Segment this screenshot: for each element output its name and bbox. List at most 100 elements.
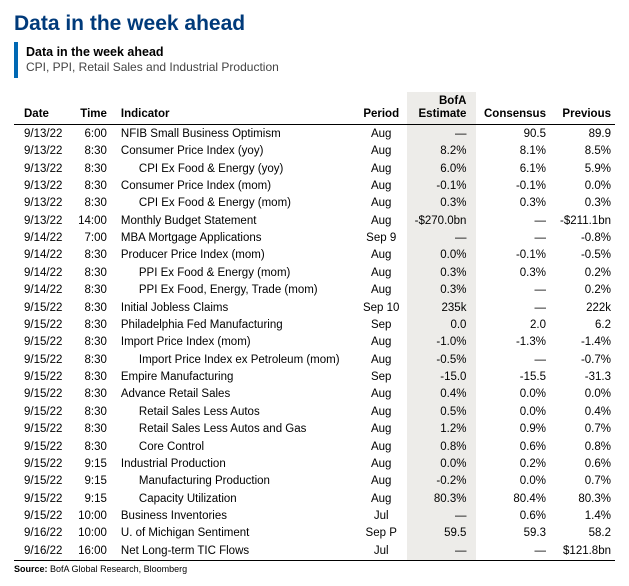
cell-time: 7:00 bbox=[69, 230, 111, 247]
cell-period: Aug bbox=[355, 212, 407, 229]
cell-period: Aug bbox=[355, 125, 407, 143]
table-row: 9/14/227:00MBA Mortgage ApplicationsSep … bbox=[14, 230, 615, 247]
cell-consensus: 0.0% bbox=[476, 403, 552, 420]
cell-indicator: Industrial Production bbox=[111, 455, 355, 472]
cell-estimate: 8.2% bbox=[407, 143, 476, 160]
table-row: 9/13/228:30Consumer Price Index (mom)Aug… bbox=[14, 177, 615, 194]
table-row: 9/15/228:30Import Price Index ex Petrole… bbox=[14, 351, 615, 368]
cell-time: 8:30 bbox=[69, 369, 111, 386]
cell-time: 8:30 bbox=[69, 421, 111, 438]
cell-consensus: — bbox=[476, 542, 552, 560]
table-row: 9/13/228:30Consumer Price Index (yoy)Aug… bbox=[14, 143, 615, 160]
cell-date: 9/15/22 bbox=[14, 508, 69, 525]
cell-estimate: 80.3% bbox=[407, 490, 476, 507]
cell-estimate: -0.2% bbox=[407, 473, 476, 490]
cell-date: 9/15/22 bbox=[14, 369, 69, 386]
cell-estimate: — bbox=[407, 508, 476, 525]
cell-date: 9/13/22 bbox=[14, 125, 69, 143]
cell-indicator: MBA Mortgage Applications bbox=[111, 230, 355, 247]
cell-period: Sep 10 bbox=[355, 299, 407, 316]
cell-indicator: Import Price Index (mom) bbox=[111, 334, 355, 351]
cell-indicator: PPI Ex Food & Energy (mom) bbox=[111, 264, 355, 281]
cell-previous: -0.5% bbox=[552, 247, 615, 264]
cell-indicator: Capacity Utilization bbox=[111, 490, 355, 507]
cell-consensus: 0.3% bbox=[476, 195, 552, 212]
cell-time: 6:00 bbox=[69, 125, 111, 143]
cell-period: Sep bbox=[355, 316, 407, 333]
table-body: 9/13/226:00NFIB Small Business OptimismA… bbox=[14, 125, 615, 560]
table-row: 9/15/228:30Empire ManufacturingSep-15.0-… bbox=[14, 369, 615, 386]
cell-consensus: 8.1% bbox=[476, 143, 552, 160]
cell-date: 9/15/22 bbox=[14, 438, 69, 455]
cell-indicator: U. of Michigan Sentiment bbox=[111, 525, 355, 542]
cell-time: 8:30 bbox=[69, 334, 111, 351]
cell-time: 8:30 bbox=[69, 160, 111, 177]
cell-date: 9/13/22 bbox=[14, 160, 69, 177]
cell-consensus: 2.0 bbox=[476, 316, 552, 333]
cell-previous: -1.4% bbox=[552, 334, 615, 351]
cell-date: 9/14/22 bbox=[14, 264, 69, 281]
cell-previous: 0.0% bbox=[552, 177, 615, 194]
cell-previous: 1.4% bbox=[552, 508, 615, 525]
cell-date: 9/14/22 bbox=[14, 247, 69, 264]
cell-previous: 0.6% bbox=[552, 455, 615, 472]
cell-time: 9:15 bbox=[69, 455, 111, 472]
table-row: 9/14/228:30PPI Ex Food & Energy (mom)Aug… bbox=[14, 264, 615, 281]
cell-estimate: 0.0% bbox=[407, 455, 476, 472]
cell-estimate: 0.5% bbox=[407, 403, 476, 420]
cell-time: 8:30 bbox=[69, 316, 111, 333]
cell-indicator: Initial Jobless Claims bbox=[111, 299, 355, 316]
table-row: 9/15/228:30Initial Jobless ClaimsSep 102… bbox=[14, 299, 615, 316]
cell-consensus: 90.5 bbox=[476, 125, 552, 143]
cell-time: 8:30 bbox=[69, 351, 111, 368]
hdr-consensus: Consensus bbox=[476, 92, 552, 125]
cell-consensus: — bbox=[476, 230, 552, 247]
table-row: 9/15/228:30Import Price Index (mom)Aug-1… bbox=[14, 334, 615, 351]
cell-period: Aug bbox=[355, 421, 407, 438]
cell-time: 16:00 bbox=[69, 542, 111, 560]
cell-indicator: Retail Sales Less Autos and Gas bbox=[111, 421, 355, 438]
cell-period: Aug bbox=[355, 351, 407, 368]
cell-previous: 0.7% bbox=[552, 473, 615, 490]
cell-estimate: 0.3% bbox=[407, 282, 476, 299]
cell-date: 9/14/22 bbox=[14, 282, 69, 299]
cell-consensus: -0.1% bbox=[476, 247, 552, 264]
cell-time: 8:30 bbox=[69, 264, 111, 281]
source-label: Source: bbox=[14, 564, 48, 574]
cell-consensus: 59.3 bbox=[476, 525, 552, 542]
cell-period: Aug bbox=[355, 473, 407, 490]
table-row: 9/15/2210:00Business InventoriesJul—0.6%… bbox=[14, 508, 615, 525]
cell-date: 9/13/22 bbox=[14, 143, 69, 160]
cell-time: 10:00 bbox=[69, 508, 111, 525]
page-title: Data in the week ahead bbox=[14, 12, 615, 36]
cell-indicator: Core Control bbox=[111, 438, 355, 455]
header-row: Date Time Indicator Period BofAEstimate … bbox=[14, 92, 615, 125]
cell-period: Aug bbox=[355, 247, 407, 264]
cell-estimate: — bbox=[407, 125, 476, 143]
cell-estimate: -$270.0bn bbox=[407, 212, 476, 229]
cell-indicator: Empire Manufacturing bbox=[111, 369, 355, 386]
cell-previous: 0.7% bbox=[552, 421, 615, 438]
cell-previous: 0.2% bbox=[552, 282, 615, 299]
cell-indicator: PPI Ex Food, Energy, Trade (mom) bbox=[111, 282, 355, 299]
subtitle-line1: Data in the week ahead bbox=[26, 44, 615, 60]
cell-period: Sep 9 bbox=[355, 230, 407, 247]
cell-previous: 0.3% bbox=[552, 195, 615, 212]
table-row: 9/15/229:15Industrial ProductionAug0.0%0… bbox=[14, 455, 615, 472]
cell-previous: 0.2% bbox=[552, 264, 615, 281]
cell-time: 8:30 bbox=[69, 438, 111, 455]
cell-time: 8:30 bbox=[69, 143, 111, 160]
cell-time: 8:30 bbox=[69, 386, 111, 403]
cell-date: 9/15/22 bbox=[14, 299, 69, 316]
cell-consensus: 80.4% bbox=[476, 490, 552, 507]
cell-period: Jul bbox=[355, 508, 407, 525]
table-row: 9/15/228:30Retail Sales Less AutosAug0.5… bbox=[14, 403, 615, 420]
cell-date: 9/13/22 bbox=[14, 212, 69, 229]
cell-period: Aug bbox=[355, 386, 407, 403]
cell-time: 8:30 bbox=[69, 195, 111, 212]
table-row: 9/15/228:30Advance Retail SalesAug0.4%0.… bbox=[14, 386, 615, 403]
cell-indicator: NFIB Small Business Optimism bbox=[111, 125, 355, 143]
source-text: BofA Global Research, Bloomberg bbox=[50, 564, 187, 574]
cell-consensus: — bbox=[476, 212, 552, 229]
cell-date: 9/15/22 bbox=[14, 403, 69, 420]
